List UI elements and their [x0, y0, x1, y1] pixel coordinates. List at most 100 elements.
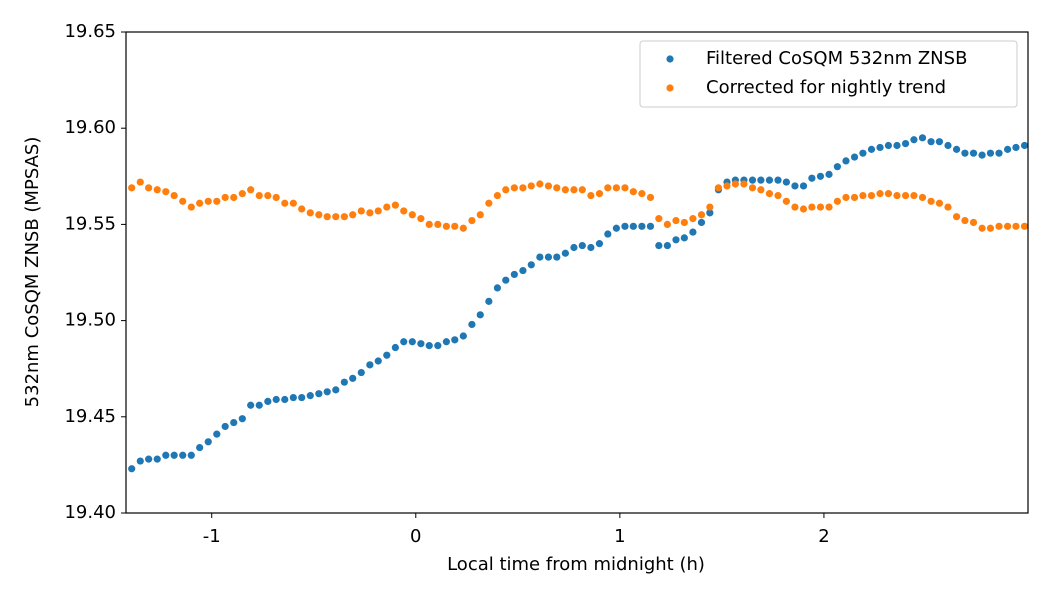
point [519, 266, 527, 275]
point [944, 141, 952, 150]
point [510, 270, 518, 279]
point [136, 457, 144, 465]
point [442, 338, 450, 346]
point [315, 211, 323, 219]
point [425, 342, 433, 350]
point [230, 418, 238, 427]
point [876, 143, 884, 152]
point [646, 222, 655, 230]
point [196, 443, 204, 452]
point [400, 207, 408, 215]
point [935, 138, 944, 146]
point [604, 230, 612, 238]
point [349, 211, 357, 219]
point [570, 243, 578, 252]
point [578, 186, 586, 194]
point [689, 228, 697, 236]
point [221, 193, 229, 202]
point [816, 203, 825, 211]
point [621, 222, 629, 230]
point [204, 438, 212, 446]
point [519, 184, 527, 192]
point [315, 390, 323, 398]
point [247, 186, 255, 194]
y-tick-label: 19.60 [64, 117, 116, 138]
point [731, 180, 739, 188]
point [289, 393, 297, 402]
point [306, 209, 314, 217]
point [451, 222, 459, 230]
point [417, 340, 425, 348]
point [621, 184, 629, 192]
point [910, 136, 918, 144]
point [357, 368, 365, 377]
point [536, 253, 544, 261]
point [791, 203, 799, 211]
point [204, 197, 212, 205]
point [468, 320, 476, 329]
point [995, 149, 1003, 157]
point [825, 170, 833, 178]
point [706, 209, 714, 217]
point [349, 374, 357, 382]
point [417, 215, 425, 223]
point [544, 182, 553, 190]
point [544, 253, 553, 261]
point [366, 209, 374, 217]
point [697, 211, 706, 219]
point [833, 197, 841, 205]
point [187, 203, 195, 211]
point [383, 203, 391, 211]
point [153, 455, 161, 463]
point [944, 203, 952, 211]
point [757, 176, 765, 184]
legend-label: Corrected for nightly trend [706, 77, 946, 98]
point [655, 215, 663, 223]
point [893, 141, 901, 150]
point [323, 388, 331, 396]
x-tick-label: -1 [203, 526, 221, 547]
point [527, 182, 535, 190]
point [986, 224, 995, 232]
point [969, 218, 978, 227]
point [927, 197, 935, 205]
point [884, 190, 893, 198]
point [825, 203, 833, 211]
point [808, 203, 816, 211]
point [391, 201, 399, 209]
point [723, 182, 731, 190]
point [663, 220, 672, 228]
point [340, 378, 348, 386]
point [340, 213, 348, 221]
point [570, 186, 578, 194]
point [255, 191, 263, 200]
point [162, 451, 170, 459]
point [816, 172, 825, 180]
legend-box [639, 40, 1018, 108]
point [264, 397, 272, 406]
point [1020, 141, 1029, 150]
y-tick-label: 19.50 [64, 310, 116, 331]
x-tick-label: 1 [614, 526, 625, 547]
point [595, 240, 604, 248]
point [408, 338, 416, 346]
point [434, 342, 442, 350]
point [748, 184, 757, 192]
point [672, 236, 680, 244]
point [757, 186, 765, 194]
y-tick-label: 19.45 [64, 406, 116, 427]
point [995, 222, 1003, 230]
point [884, 141, 893, 150]
point [145, 455, 153, 463]
point [272, 193, 280, 202]
point [901, 191, 910, 200]
point [876, 190, 884, 198]
point [230, 193, 238, 202]
point [808, 174, 816, 182]
point [638, 190, 646, 198]
point [918, 134, 927, 142]
point [1012, 222, 1020, 230]
point [459, 224, 467, 232]
